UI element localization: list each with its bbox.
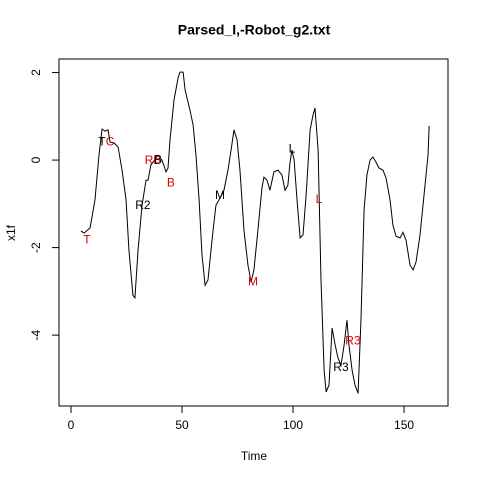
y-tick-label: 0 bbox=[29, 156, 43, 163]
y-tick-label: 2 bbox=[29, 69, 43, 76]
annotation: R2 bbox=[135, 198, 151, 212]
x-axis-label: Time bbox=[241, 449, 268, 463]
x-tick-label: 100 bbox=[283, 418, 303, 432]
annotation: R3 bbox=[333, 360, 349, 374]
x-tick-label: 150 bbox=[394, 418, 414, 432]
annotation: L bbox=[316, 192, 323, 206]
data-line bbox=[80, 71, 430, 394]
y-tick-label: -2 bbox=[29, 242, 43, 253]
annotation: C bbox=[106, 134, 115, 148]
plot-frame bbox=[58, 58, 449, 407]
annotation: R3 bbox=[345, 333, 361, 347]
annotation: RB bbox=[145, 153, 162, 167]
annotation: M bbox=[248, 274, 258, 288]
chart-title: Parsed_I,-Robot_g2.txt bbox=[178, 22, 331, 38]
annotation: B bbox=[154, 152, 162, 166]
annotation: B bbox=[167, 175, 175, 189]
x-tick-label: 50 bbox=[175, 418, 189, 432]
y-tick-label: -4 bbox=[29, 329, 43, 340]
annotation: T bbox=[98, 134, 106, 148]
y-axis-label: x1f bbox=[4, 224, 18, 241]
annotation: M bbox=[215, 188, 225, 202]
x-tick-label: 0 bbox=[68, 418, 75, 432]
annotation: L bbox=[289, 141, 296, 155]
annotation: T bbox=[83, 232, 91, 246]
